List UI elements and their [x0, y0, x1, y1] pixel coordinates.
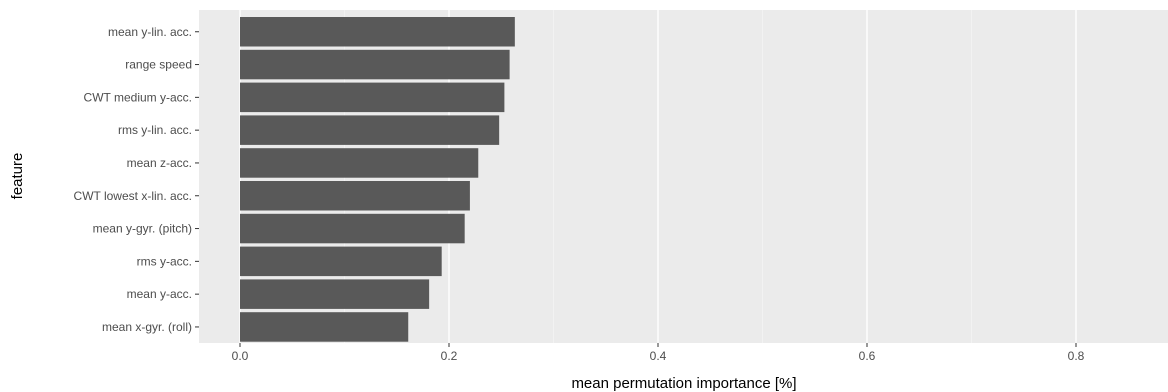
bar — [240, 181, 470, 211]
y-tick-label: mean y-gyr. (pitch) — [93, 222, 192, 236]
y-axis-title: feature — [9, 153, 26, 200]
bar — [240, 279, 430, 309]
y-tick-label: mean z-acc. — [127, 156, 192, 170]
bar — [240, 49, 510, 80]
y-tick-label: CWT lowest x-lin. acc. — [74, 189, 192, 203]
bar — [240, 115, 500, 145]
x-axis-title: mean permutation importance [%] — [571, 375, 796, 392]
y-tick-label: CWT medium y-acc. — [84, 90, 192, 104]
y-axis-ticks: mean y-lin. acc. range speed CWT medium y-… — [74, 25, 199, 334]
bar — [240, 82, 505, 113]
bar — [240, 148, 479, 178]
y-tick-label: mean x-gyr. (roll) — [102, 320, 192, 334]
y-tick-label: range speed — [125, 58, 192, 72]
bars — [240, 17, 515, 342]
x-tick-label: 0.4 — [650, 349, 667, 363]
x-axis-ticks: 0.0 0.2 0.4 0.6 0.8 — [232, 343, 1085, 363]
bar — [240, 17, 515, 47]
x-tick-label: 0.8 — [1068, 349, 1085, 363]
bar — [240, 312, 409, 342]
y-tick-label: rms y-acc. — [137, 254, 192, 268]
bar — [240, 213, 465, 244]
y-tick-label: mean y-lin. acc. — [108, 25, 192, 39]
bar — [240, 246, 442, 277]
y-tick-label: rms y-lin. acc. — [118, 123, 192, 137]
x-tick-label: 0.0 — [232, 349, 249, 363]
y-tick-label: mean y-acc. — [127, 287, 192, 301]
x-tick-label: 0.6 — [859, 349, 876, 363]
x-tick-label: 0.2 — [441, 349, 458, 363]
